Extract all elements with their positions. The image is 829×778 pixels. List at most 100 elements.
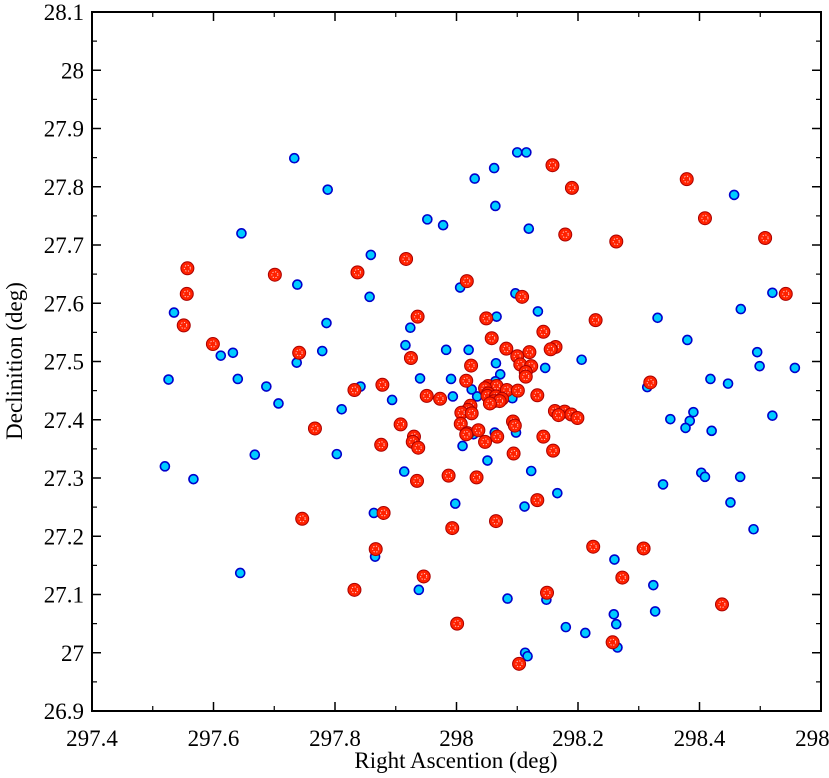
- red-point-pattern: [515, 660, 523, 668]
- blue-point: [322, 184, 334, 195]
- red-point-pattern: [503, 386, 511, 394]
- blue-point: [523, 223, 535, 234]
- x-tick-label: 298.6: [795, 726, 829, 751]
- red-point: [697, 211, 712, 226]
- blue-point: [215, 350, 227, 361]
- blue-point: [706, 425, 717, 437]
- red-point: [545, 158, 560, 173]
- red-point: [482, 396, 497, 411]
- red-point-pattern: [548, 161, 556, 169]
- blue-point: [491, 311, 502, 322]
- x-axis-title: Right Ascention (deg): [354, 748, 557, 773]
- blue-point: [725, 497, 736, 508]
- blue-point: [316, 345, 328, 357]
- red-point: [350, 265, 365, 280]
- y-tick-label: 27.6: [44, 291, 84, 316]
- red-point-pattern: [457, 420, 465, 428]
- red-point: [469, 470, 484, 485]
- blue-point: [665, 413, 676, 425]
- red-point-pattern: [462, 377, 470, 385]
- red-point-pattern: [502, 345, 510, 353]
- red-point-pattern: [486, 399, 494, 407]
- blue-point: [457, 440, 468, 452]
- red-point: [758, 231, 773, 246]
- y-tick-label: 28.1: [44, 0, 84, 25]
- blue-point: [552, 487, 563, 499]
- blue-point: [227, 347, 239, 359]
- blue-point: [649, 606, 661, 617]
- blue-point: [163, 374, 174, 385]
- red-point: [416, 569, 431, 584]
- y-tick-label: 28: [61, 58, 84, 83]
- red-point: [459, 274, 474, 289]
- red-point: [205, 337, 220, 352]
- blue-point: [168, 307, 180, 318]
- y-tick-label: 27.1: [44, 583, 84, 608]
- red-point-pattern: [298, 515, 306, 523]
- blue-point: [365, 249, 377, 261]
- blue-point: [437, 219, 449, 231]
- y-tick-label: 26.9: [44, 699, 84, 724]
- red-point-pattern: [782, 290, 790, 298]
- red-point: [643, 375, 658, 390]
- blue-point: [767, 410, 778, 421]
- red-point: [419, 388, 434, 403]
- red-point: [179, 286, 194, 301]
- blue-point: [273, 398, 284, 409]
- blue-point: [657, 479, 669, 490]
- red-point: [403, 351, 418, 366]
- blue-point: [449, 498, 461, 509]
- red-point-pattern: [718, 600, 726, 608]
- red-point: [679, 172, 694, 187]
- red-point: [347, 582, 362, 597]
- red-point-pattern: [701, 214, 709, 222]
- red-point: [410, 309, 425, 324]
- red-point-pattern: [271, 271, 279, 279]
- blue-point: [519, 501, 530, 512]
- blue-point: [413, 584, 425, 596]
- blue-point: [560, 621, 572, 633]
- y-axis-title: Declinition (deg): [2, 282, 27, 440]
- blue-point: [331, 448, 343, 460]
- red-point: [374, 437, 389, 452]
- red-point-pattern: [533, 496, 541, 504]
- blue-point: [735, 303, 747, 315]
- blue-point: [261, 381, 272, 392]
- red-point-pattern: [420, 572, 428, 580]
- blue-point: [159, 461, 171, 472]
- blue-point: [445, 373, 457, 385]
- red-point-pattern: [513, 352, 521, 360]
- red-point-pattern: [514, 387, 522, 395]
- blue-point: [767, 287, 778, 299]
- red-point: [605, 635, 620, 650]
- red-point-pattern: [414, 313, 422, 321]
- red-point-pattern: [539, 328, 547, 336]
- red-point-pattern: [561, 231, 569, 239]
- blue-point: [705, 373, 716, 385]
- red-point-pattern: [183, 264, 191, 272]
- blue-point: [608, 609, 620, 620]
- red-point: [464, 406, 479, 421]
- red-point-pattern: [493, 433, 501, 441]
- red-point: [536, 324, 551, 339]
- blue-point: [494, 369, 506, 380]
- blue-point: [414, 373, 426, 384]
- blue-point: [682, 334, 693, 346]
- red-point-pattern: [573, 414, 581, 422]
- red-point: [518, 369, 533, 384]
- y-tick-label: 27: [61, 641, 84, 666]
- red-point: [515, 289, 530, 304]
- blue-point: [722, 378, 734, 389]
- red-point: [292, 345, 307, 360]
- blue-point: [447, 391, 459, 402]
- red-point-pattern: [467, 362, 475, 370]
- red-point: [180, 261, 195, 276]
- red-point: [570, 411, 585, 426]
- blue-point: [469, 173, 481, 184]
- red-point-pattern: [761, 234, 769, 242]
- blue-point: [576, 354, 587, 366]
- red-point: [536, 429, 551, 444]
- blue-point: [754, 360, 765, 372]
- red-point-pattern: [522, 373, 530, 381]
